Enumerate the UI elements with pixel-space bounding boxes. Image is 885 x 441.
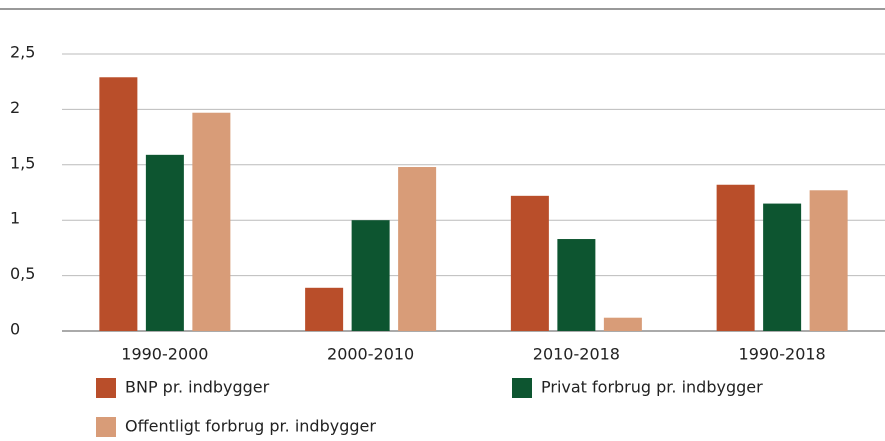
bar [99, 77, 138, 331]
bar [716, 184, 755, 331]
y-tick-label: 2 [10, 98, 20, 117]
bar [192, 112, 231, 331]
x-tick-label: 2010-2018 [533, 345, 620, 364]
y-tick-label: 1,5 [10, 153, 35, 172]
bar [145, 154, 184, 331]
bar [557, 239, 596, 331]
y-tick-label: 0,5 [10, 264, 35, 283]
legend-label: BNP pr. indbygger [125, 378, 270, 397]
legend-label: Privat forbrug pr. indbygger [541, 378, 763, 397]
y-tick-label: 2,5 [10, 43, 35, 62]
x-tick-label: 1990-2018 [739, 345, 826, 364]
bar [763, 203, 802, 331]
bar [351, 220, 390, 331]
legend-swatch [96, 417, 116, 437]
y-tick-label: 0 [10, 320, 20, 339]
legend-label: Offentligt forbrug pr. indbygger [125, 417, 376, 436]
x-tick-label: 2000-2010 [327, 345, 414, 364]
bar [809, 190, 848, 331]
bar [305, 287, 344, 331]
bar [398, 167, 437, 331]
y-tick-label: 1 [10, 209, 20, 228]
legend-swatch [96, 378, 116, 398]
bar [510, 195, 549, 331]
bar [603, 317, 642, 331]
legend-swatch [512, 378, 532, 398]
x-tick-label: 1990-2000 [121, 345, 208, 364]
